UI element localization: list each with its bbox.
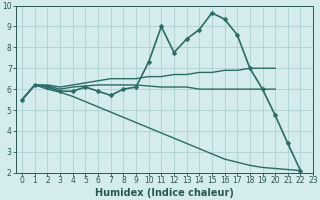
X-axis label: Humidex (Indice chaleur): Humidex (Indice chaleur) [95,188,234,198]
